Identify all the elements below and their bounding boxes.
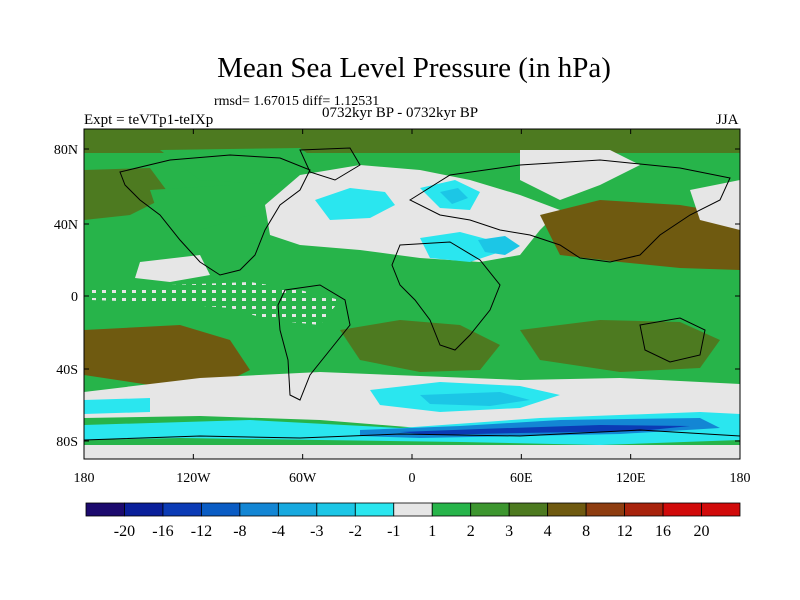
region-s-atlantic-olive xyxy=(340,320,500,372)
coast-antarctica xyxy=(84,429,740,441)
coast-greenland xyxy=(299,147,361,181)
colorbar-box xyxy=(85,502,125,517)
region-npacific-green xyxy=(150,185,250,230)
colorbar-box xyxy=(393,502,433,517)
region-mideast-blue xyxy=(478,236,520,255)
colorbar-label: -1 xyxy=(387,523,400,540)
region-europe-blue xyxy=(440,188,468,204)
lon-tick-label: 180 xyxy=(74,471,95,486)
region-npacific-neutral xyxy=(135,255,210,282)
region-pacific-neutral xyxy=(690,180,740,230)
region-pacific-cyan xyxy=(84,398,150,414)
lat-tick-label: 80S xyxy=(56,435,78,450)
colorbar-label: -2 xyxy=(349,523,362,540)
colorbar-label: -16 xyxy=(152,523,173,540)
colorbar-box xyxy=(124,502,164,517)
colorbar-label: 12 xyxy=(617,523,633,540)
lon-tick-label: 180 xyxy=(730,471,751,486)
colorbar-box xyxy=(547,502,587,517)
colorbar-box xyxy=(508,502,549,517)
colorbar-box xyxy=(354,502,395,517)
lat-tick-label: 40S xyxy=(56,363,78,378)
lon-tick-label: 60E xyxy=(510,471,533,486)
stats-text: rmsd= 1.67015 diff= 1.12531 xyxy=(214,94,380,109)
region-se-pacific-brown xyxy=(84,325,250,385)
colorbar-label: 2 xyxy=(467,523,475,540)
colorbar-box xyxy=(624,502,664,517)
lon-tick-label: 60W xyxy=(289,471,317,486)
coast-australia xyxy=(639,317,706,363)
lat-tick-label: 80N xyxy=(54,143,78,158)
colorbar-box xyxy=(316,502,356,517)
colorbar-box xyxy=(585,502,625,517)
colorbar-label: -20 xyxy=(114,523,135,540)
chart-title: Mean Sea Level Pressure (in hPa) xyxy=(217,52,611,84)
colorbar-label: 16 xyxy=(655,523,671,540)
colorbar-label: 20 xyxy=(694,523,710,540)
coastlines xyxy=(84,147,740,441)
colorbar-label: 3 xyxy=(505,523,513,540)
region-mediterranean-cyan xyxy=(420,232,500,262)
region-npacific-olive xyxy=(84,168,170,220)
region-southern-ocean-blue xyxy=(420,392,530,406)
region-indian-olive xyxy=(520,320,720,372)
experiment-label: Expt = teVTp1-teIXp xyxy=(84,112,214,128)
region-tropical-stipple xyxy=(90,282,340,325)
colorbar-label: -3 xyxy=(310,523,323,540)
colorbar-box xyxy=(239,502,279,517)
season-label: JJA xyxy=(716,112,739,128)
region-north-atlantic-neutral xyxy=(265,165,560,262)
pressure-field xyxy=(84,129,740,459)
region-europe-neutral xyxy=(520,150,640,200)
lon-tick-label: 120E xyxy=(616,471,646,486)
colorbar-box xyxy=(470,502,510,517)
coast-south-america xyxy=(277,284,351,401)
colorbar: -20 -16 -12 -8 -4 -3 -2 -1 1 2 3 4 8 12 16 20 xyxy=(85,502,741,540)
axis-ticks: 80N 40N 0 40S 80S 180 120W 60W 0 60E 120E 180 xyxy=(54,129,751,486)
lat-tick-label: 0 xyxy=(71,290,78,305)
colorbar-label: -4 xyxy=(272,523,285,540)
colorbar-label: -8 xyxy=(233,523,246,540)
coast-north-america xyxy=(119,154,311,276)
colorbar-box xyxy=(162,502,202,517)
region-asia-brown xyxy=(540,200,740,270)
region-antarctica-neutral xyxy=(84,445,740,459)
lat-tick-label: 40N xyxy=(54,218,78,233)
region-atlantic-cyan xyxy=(315,188,395,220)
lon-tick-label: 0 xyxy=(409,471,416,486)
colorbar-box xyxy=(277,502,318,517)
region-antarctic-band-darkblue xyxy=(400,425,690,435)
colorbar-box xyxy=(662,502,702,517)
lon-tick-label: 120W xyxy=(176,471,211,486)
period-label: 0732kyr BP - 0732kyr BP xyxy=(322,105,479,121)
colorbar-box xyxy=(431,502,472,517)
colorbar-box xyxy=(201,502,241,517)
colorbar-box xyxy=(701,502,741,517)
coast-africa xyxy=(391,241,501,351)
coast-eurasia xyxy=(408,159,731,263)
colorbar-label: -12 xyxy=(191,523,212,540)
colorbar-label: 8 xyxy=(582,523,590,540)
colorbar-label: 1 xyxy=(428,523,436,540)
colorbar-label: 4 xyxy=(544,523,552,540)
